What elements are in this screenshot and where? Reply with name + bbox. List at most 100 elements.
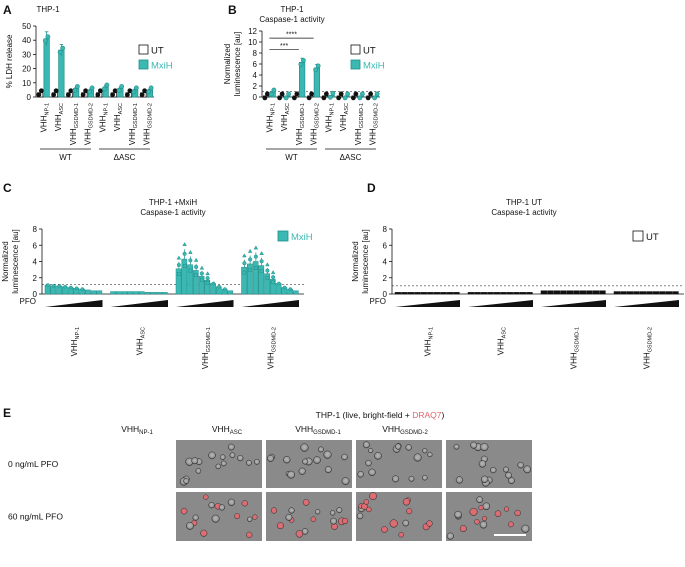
y-tick-label: 30	[22, 50, 31, 59]
cell	[362, 441, 370, 449]
data-point	[57, 49, 63, 55]
y-tick-label: 0	[33, 290, 38, 299]
draq7-positive-cell	[482, 516, 487, 521]
vhh-prefix: VHH	[369, 128, 378, 145]
vhh-prefix: VHH	[382, 424, 400, 434]
cell	[490, 466, 497, 474]
vhh-label: VHHASC	[54, 103, 65, 131]
data-point	[306, 95, 312, 101]
draq7-positive-cell	[398, 532, 404, 537]
cell	[227, 443, 235, 451]
vhh-label: VHHGSDMD-1	[295, 103, 306, 145]
draq7-positive-cell	[474, 519, 480, 525]
bar	[672, 291, 679, 295]
y-tick-label: 12	[248, 27, 257, 36]
draq7-positive-cell	[342, 518, 348, 524]
vhh-label: VHHGSDMD-2	[369, 103, 380, 145]
legend-ut-label: UT	[363, 46, 376, 57]
vhh-prefix: VHH	[54, 114, 63, 131]
panel-letter: C	[3, 181, 12, 195]
bar	[162, 292, 168, 295]
data-point	[327, 94, 333, 100]
legend-ut-swatch	[350, 44, 361, 55]
panel-title: THP-1 UT	[506, 198, 542, 207]
cell	[211, 514, 220, 523]
vhh-label: VHHGSDMD-2	[643, 327, 654, 369]
draq7-positive-cell	[234, 513, 240, 519]
bar	[626, 291, 634, 295]
draq7-positive-cell	[303, 499, 309, 506]
draq7-positive-cell	[390, 520, 398, 527]
panel-title: THP-1	[36, 5, 60, 14]
cell	[186, 521, 194, 530]
vhh-label: VHHGSDMD-1	[69, 103, 80, 145]
data-point	[247, 248, 253, 253]
y-tick-label: 4	[383, 258, 388, 267]
data-point	[133, 85, 139, 91]
vhh-label: VHHGSDMD-1	[128, 103, 139, 145]
vhh-prefix: VHH	[70, 339, 79, 356]
data-point	[80, 287, 85, 291]
panel-subtitle: Caspase-1 activity	[140, 208, 205, 217]
vhh-label: VHHGSDMD-1	[570, 327, 581, 369]
bar	[446, 292, 454, 295]
data-point	[368, 91, 374, 97]
bar	[560, 290, 567, 295]
data-point	[188, 249, 193, 254]
group-label: WT	[59, 153, 72, 162]
panel-letter: B	[228, 3, 237, 17]
title-part-title_main: THP-1 (live, bright-field +	[316, 410, 413, 420]
vhh-prefix: VHH	[424, 339, 433, 356]
y-tick-label: 0	[253, 93, 258, 102]
data-point	[338, 91, 344, 97]
bar	[665, 291, 673, 295]
y-tick-label: 8	[33, 225, 38, 234]
micrograph-tile	[356, 440, 442, 488]
vhh-label: VHHASC	[135, 327, 146, 355]
micrograph-tile	[176, 440, 262, 488]
vhh-label: VHHNP-1	[39, 103, 50, 132]
y-tick-label: 6	[383, 241, 388, 250]
data-point	[271, 275, 276, 280]
vhh-prefix: VHH	[295, 424, 313, 434]
y-axis-label: luminescence [au]	[233, 32, 242, 96]
draq7-positive-cell	[296, 530, 303, 537]
data-point	[277, 95, 283, 101]
title-part-title_red: DRAQ7	[412, 410, 442, 420]
vhh-prefix: VHH	[39, 115, 48, 132]
bar	[85, 289, 91, 295]
vhh-subscript: GSDMD-1	[313, 430, 341, 436]
data-point	[51, 92, 57, 98]
cell	[521, 524, 530, 533]
data-point	[271, 280, 275, 285]
data-point	[357, 95, 363, 101]
vhh-label: VHHNP-1	[98, 103, 109, 132]
cell	[368, 448, 374, 454]
y-tick-label: 2	[33, 274, 38, 283]
bar	[613, 291, 621, 295]
data-point	[205, 271, 210, 276]
vhh-subscript: ASC	[344, 103, 350, 114]
cell	[394, 443, 402, 450]
y-axis-label: % LDH release	[5, 34, 14, 88]
vhh-prefix: VHH	[84, 128, 93, 145]
y-tick-label: 4	[253, 71, 258, 80]
bar	[540, 290, 548, 295]
data-point	[38, 88, 44, 94]
draq7-positive-cell	[366, 507, 372, 512]
draq7-positive-cell	[311, 517, 316, 522]
cell	[356, 512, 364, 520]
data-point	[265, 262, 270, 267]
data-point	[372, 95, 378, 101]
legend-label: UT	[646, 232, 659, 243]
cell	[446, 532, 454, 540]
draq7-positive-cell	[406, 508, 412, 514]
data-point	[63, 284, 67, 289]
vhh-subscript: GSDMD-2	[374, 103, 380, 128]
y-tick-label: 6	[253, 60, 258, 69]
bar	[639, 291, 647, 295]
data-point	[182, 251, 187, 256]
